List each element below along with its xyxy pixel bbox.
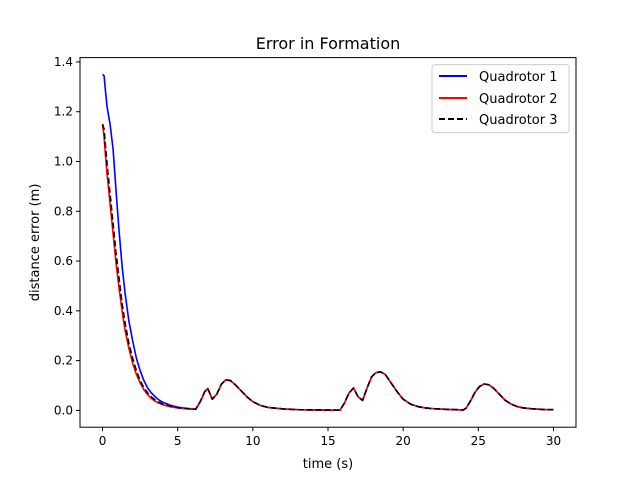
- y-tick-label: 0.8: [54, 204, 73, 218]
- y-tick-label: 0.6: [54, 254, 73, 268]
- y-tick-label: 1.2: [54, 105, 73, 119]
- legend-label-quadrotor-3: Quadrotor 3: [479, 113, 558, 128]
- x-tick-label: 30: [546, 434, 561, 448]
- y-axis-ticks: 0.0 0.2 0.4 0.6 0.8 1.0 1.2 1.4: [54, 55, 80, 417]
- y-tick-label: 0.4: [54, 304, 73, 318]
- y-tick-label: 0.0: [54, 403, 73, 417]
- y-tick-label: 0.2: [54, 354, 73, 368]
- series-line-quadrotor-3: [101, 123, 554, 411]
- legend-box: [431, 64, 570, 134]
- x-axis-label: time (s): [303, 457, 353, 472]
- x-tick-label: 10: [245, 434, 260, 448]
- legend-label-quadrotor-2: Quadrotor 2: [479, 92, 558, 107]
- legend: Quadrotor 1 Quadrotor 2 Quadrotor 3: [431, 64, 570, 134]
- y-tick-label: 1.4: [54, 55, 73, 69]
- y-axis-label: distance error (m): [28, 184, 43, 302]
- x-axis-ticks: 0 5 10 15 20 25 30: [99, 427, 561, 448]
- x-tick-label: 15: [320, 434, 335, 448]
- chart-title: Error in Formation: [256, 34, 401, 53]
- x-tick-label: 20: [396, 434, 411, 448]
- y-tick-label: 1.0: [54, 155, 73, 169]
- legend-label-quadrotor-1: Quadrotor 1: [479, 70, 558, 85]
- x-tick-label: 5: [174, 434, 182, 448]
- plot-lines: [101, 73, 554, 411]
- x-tick-label: 0: [99, 434, 107, 448]
- x-tick-label: 25: [471, 434, 486, 448]
